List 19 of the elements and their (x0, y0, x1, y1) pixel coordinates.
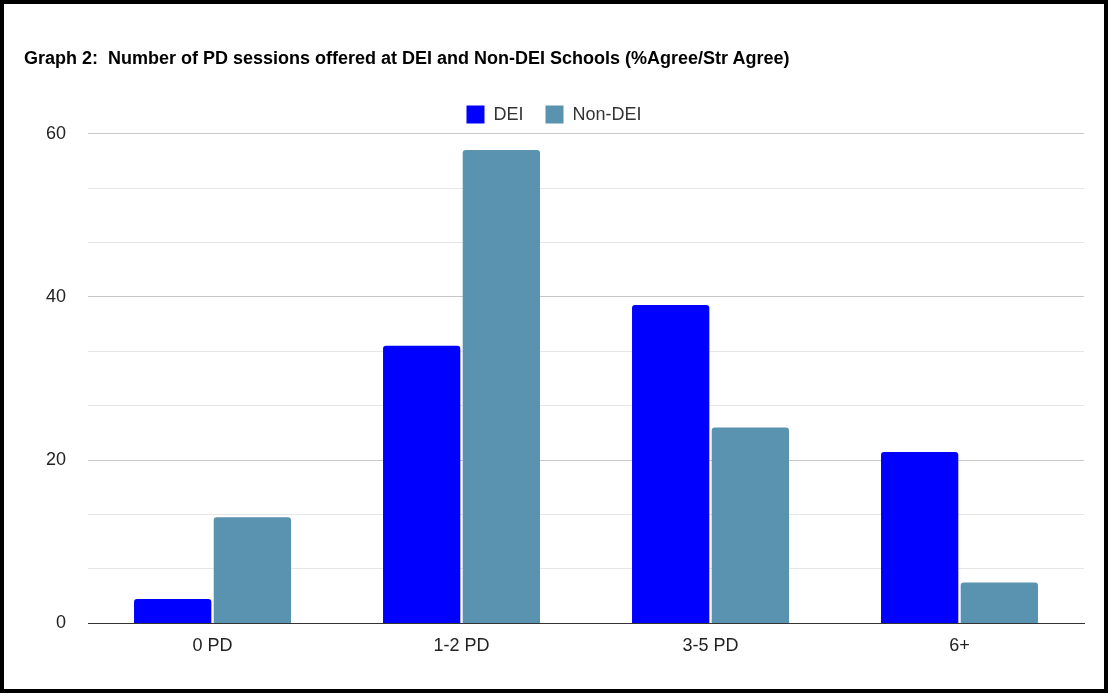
y-tick-label: 40 (45, 285, 67, 306)
bar (711, 427, 789, 623)
legend-label: Non-DEI (572, 103, 642, 124)
bar (881, 451, 959, 623)
chart-title: Graph 2: Number of PD sessions offered at DEI and Non-DEI Schools (%Agree/Str Agree) (24, 47, 790, 68)
y-tick-label: 60 (45, 122, 67, 143)
bar (383, 345, 461, 623)
x-tick-label: 3-5 PD (682, 635, 739, 656)
x-tick-label: 0 PD (192, 635, 233, 656)
bar (134, 598, 212, 623)
y-tick-label: 0 (56, 612, 67, 633)
y-tick-label: 20 (45, 449, 67, 470)
legend-label: DEI (493, 103, 524, 124)
x-tick-label: 1-2 PD (433, 635, 490, 656)
x-tick-label: 6+ (949, 635, 970, 656)
bar (960, 582, 1038, 623)
bar (462, 149, 540, 623)
bar (213, 517, 291, 623)
bar (632, 305, 710, 623)
